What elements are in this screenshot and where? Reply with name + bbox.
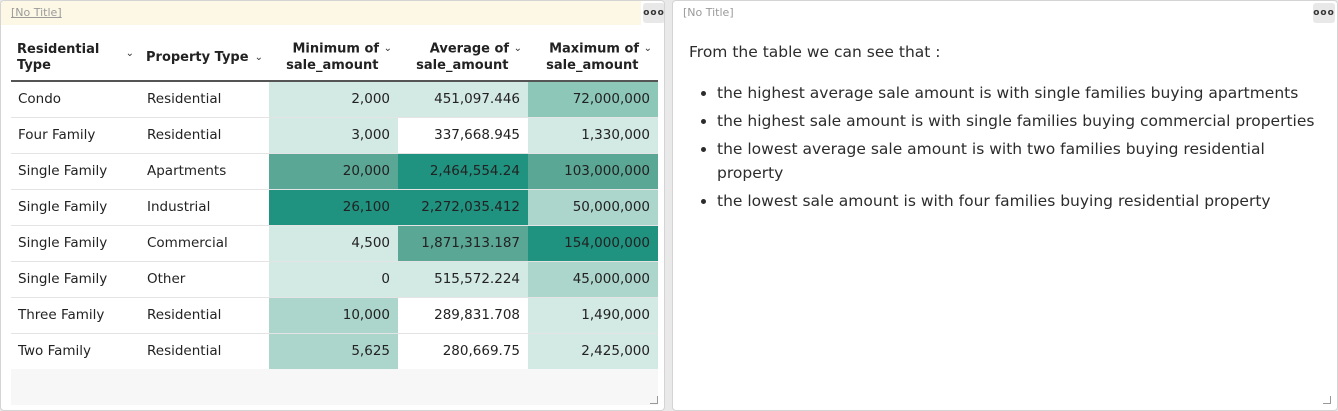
cell-avg-sale-amount: 2,272,035.412: [398, 189, 528, 226]
cell-max-sale-amount: 1,330,000: [528, 117, 658, 154]
cell-property-type: Commercial: [140, 225, 269, 262]
chevron-down-icon[interactable]: ⌄: [125, 47, 134, 59]
cell-min-sale-amount: 3,000: [269, 117, 398, 154]
cell-residential-type: Single Family: [11, 225, 140, 262]
chevron-down-icon[interactable]: ⌄: [383, 43, 392, 55]
table-row: Single Family Industrial 26,100 2,272,035.4…: [11, 189, 658, 226]
cell-property-type: Apartments: [140, 153, 269, 190]
chevron-down-icon[interactable]: ⌄: [513, 43, 522, 55]
panel-title[interactable]: [No Title]: [11, 6, 62, 19]
bullet-list: the highest average sale amount is with …: [689, 81, 1319, 213]
column-header-label: sale_amount: [546, 57, 639, 73]
table-header-row: Residential Type ⌄ Property Type ⌄ Minim…: [11, 35, 658, 82]
panel-title-bar: [1, 1, 641, 25]
cell-max-sale-amount: 72,000,000: [528, 81, 658, 118]
resize-handle-icon[interactable]: [1323, 396, 1331, 404]
column-header-label: Type: [17, 57, 51, 73]
table-row: Condo Residential 2,000 451,097.446 72,000,0…: [11, 81, 658, 118]
panel-title[interactable]: [No Title]: [683, 6, 734, 19]
cell-min-sale-amount: 4,500: [269, 225, 398, 262]
column-header-residential-type[interactable]: Residential Type ⌄: [11, 35, 140, 82]
cell-avg-sale-amount: 280,669.75: [398, 333, 528, 370]
cell-min-sale-amount: 26,100: [269, 189, 398, 226]
table-row: Single Family Commercial 4,500 1,871,313.18…: [11, 225, 658, 262]
cell-residential-type: Two Family: [11, 333, 140, 370]
chevron-down-icon[interactable]: ⌄: [254, 51, 263, 63]
cell-avg-sale-amount: 2,464,554.24: [398, 153, 528, 190]
cell-max-sale-amount: 103,000,000: [528, 153, 658, 190]
table-row: Single Family Apartments 20,000 2,464,554.2…: [11, 153, 658, 190]
column-header-min-sale-amount[interactable]: Minimum of ⌄ sale_amount: [269, 35, 398, 82]
cell-min-sale-amount: 10,000: [269, 297, 398, 334]
column-header-label: sale_amount: [286, 57, 379, 73]
notes-panel: [No Title] ooo From the table we can see…: [672, 0, 1338, 411]
notes-intro: From the table we can see that :: [689, 43, 941, 61]
table-row: Three Family Residential 10,000 289,831.708…: [11, 297, 658, 334]
cell-max-sale-amount: 45,000,000: [528, 261, 658, 298]
column-header-label: Property Type: [146, 49, 249, 65]
cell-min-sale-amount: 20,000: [269, 153, 398, 190]
table-footer: [11, 369, 658, 405]
data-table: Residential Type ⌄ Property Type ⌄ Minim…: [11, 35, 658, 370]
cell-property-type: Residential: [140, 81, 269, 118]
column-header-property-type[interactable]: Property Type ⌄: [140, 35, 269, 82]
cell-avg-sale-amount: 515,572.224: [398, 261, 528, 298]
column-header-label: Residential: [17, 41, 100, 57]
more-options-button[interactable]: ooo: [643, 3, 664, 23]
cell-property-type: Residential: [140, 297, 269, 334]
bullet-item: the highest sale amount is with single f…: [717, 109, 1319, 133]
column-header-label: sale_amount: [416, 57, 509, 73]
cell-residential-type: Single Family: [11, 189, 140, 226]
cell-avg-sale-amount: 337,668.945: [398, 117, 528, 154]
resize-handle-icon[interactable]: [650, 396, 658, 404]
table-row: Two Family Residential 5,625 280,669.75 2,42…: [11, 333, 658, 370]
cell-max-sale-amount: 2,425,000: [528, 333, 658, 370]
bullet-item: the highest average sale amount is with …: [717, 81, 1319, 105]
cell-min-sale-amount: 5,625: [269, 333, 398, 370]
notes-text: From the table we can see that : the hig…: [689, 43, 1319, 217]
cell-avg-sale-amount: 289,831.708: [398, 297, 528, 334]
bullet-item: the lowest sale amount is with four fami…: [717, 189, 1319, 213]
bullet-item: the lowest average sale amount is with t…: [717, 137, 1319, 185]
cell-property-type: Residential: [140, 333, 269, 370]
column-header-avg-sale-amount[interactable]: Average of ⌄ sale_amount: [398, 35, 528, 82]
column-header-label: Maximum of: [549, 41, 640, 57]
table-row: Single Family Other 0 515,572.224 45,000,000: [11, 261, 658, 298]
more-options-button[interactable]: ooo: [1313, 3, 1335, 23]
table-row: Four Family Residential 3,000 337,668.945 1,…: [11, 117, 658, 154]
column-header-label: Average of: [429, 41, 510, 57]
cell-residential-type: Single Family: [11, 153, 140, 190]
table-body: Condo Residential 2,000 451,097.446 72,000,0…: [11, 81, 658, 370]
cell-residential-type: Three Family: [11, 297, 140, 334]
cell-avg-sale-amount: 1,871,313.187: [398, 225, 528, 262]
cell-property-type: Residential: [140, 117, 269, 154]
column-header-label: Minimum of: [292, 41, 380, 57]
cell-min-sale-amount: 0: [269, 261, 398, 298]
column-header-max-sale-amount[interactable]: Maximum of ⌄ sale_amount: [528, 35, 658, 82]
table-panel: [No Title] ooo Residential Type ⌄ Proper…: [0, 0, 665, 411]
cell-residential-type: Single Family: [11, 261, 140, 298]
cell-min-sale-amount: 2,000: [269, 81, 398, 118]
cell-residential-type: Condo: [11, 81, 140, 118]
cell-property-type: Industrial: [140, 189, 269, 226]
cell-max-sale-amount: 154,000,000: [528, 225, 658, 262]
cell-max-sale-amount: 1,490,000: [528, 297, 658, 334]
cell-max-sale-amount: 50,000,000: [528, 189, 658, 226]
cell-residential-type: Four Family: [11, 117, 140, 154]
chevron-down-icon[interactable]: ⌄: [643, 43, 652, 55]
cell-property-type: Other: [140, 261, 269, 298]
cell-avg-sale-amount: 451,097.446: [398, 81, 528, 118]
